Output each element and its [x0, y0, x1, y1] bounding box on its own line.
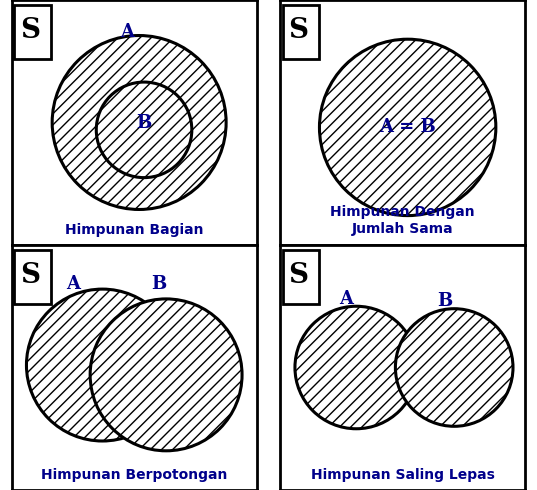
Text: Himpunan Dengan
Jumlah Sama: Himpunan Dengan Jumlah Sama — [330, 205, 475, 236]
Text: S: S — [20, 262, 40, 289]
Text: B: B — [151, 275, 166, 293]
Bar — [14, 250, 51, 304]
Circle shape — [90, 299, 242, 451]
Circle shape — [295, 306, 417, 429]
Text: A: A — [339, 290, 353, 308]
Text: Himpunan Berpotongan: Himpunan Berpotongan — [41, 468, 228, 482]
Circle shape — [26, 289, 178, 441]
Bar — [282, 250, 320, 304]
Text: A: A — [120, 23, 134, 41]
Text: S: S — [20, 17, 40, 44]
Circle shape — [395, 309, 513, 426]
Text: Himpunan Bagian: Himpunan Bagian — [65, 223, 204, 237]
Bar — [282, 5, 320, 59]
Text: A = B: A = B — [379, 119, 436, 136]
Text: S: S — [288, 262, 309, 289]
Circle shape — [96, 82, 192, 178]
Text: Himpunan Saling Lepas: Himpunan Saling Lepas — [311, 468, 495, 482]
Text: B: B — [437, 293, 452, 310]
Text: S: S — [288, 17, 309, 44]
Circle shape — [52, 35, 226, 210]
Text: A: A — [66, 275, 80, 293]
Circle shape — [96, 82, 192, 178]
Bar — [14, 5, 51, 59]
Text: B: B — [136, 114, 151, 131]
Circle shape — [320, 39, 496, 216]
